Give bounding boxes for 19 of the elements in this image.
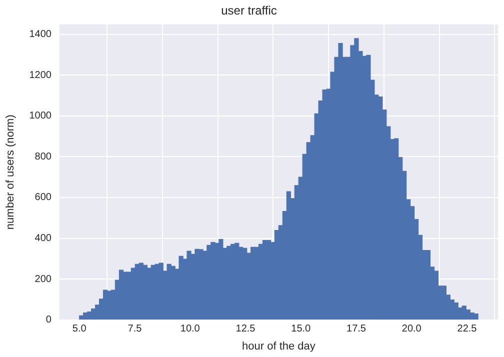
x-tick-label: 22.5 [457, 324, 478, 335]
x-tick-label: 12.5 [236, 324, 256, 335]
x-tick-label: 10.0 [180, 324, 200, 335]
y-tick-label: 1200 [29, 70, 52, 81]
y-tick-label: 200 [34, 274, 52, 285]
y-tick-label: 1000 [29, 110, 52, 122]
x-tick-label: 15.0 [291, 324, 312, 335]
y-axis-title: number of users (norm) [4, 114, 17, 230]
x-tick-label: 7.5 [128, 324, 142, 335]
x-tick-label: 5.0 [72, 324, 87, 335]
chart-title: user traffic [221, 4, 277, 18]
y-tick-label: 800 [34, 151, 52, 162]
y-tick-label: 400 [34, 233, 52, 244]
x-axis-title: hour of the day [242, 340, 316, 352]
y-tick-label: 0 [46, 314, 52, 326]
y-tick-label: 1400 [29, 29, 52, 40]
x-tick-label: 17.5 [346, 324, 366, 335]
x-tick-label: 20.0 [402, 324, 422, 335]
y-tick-label: 600 [34, 192, 52, 204]
